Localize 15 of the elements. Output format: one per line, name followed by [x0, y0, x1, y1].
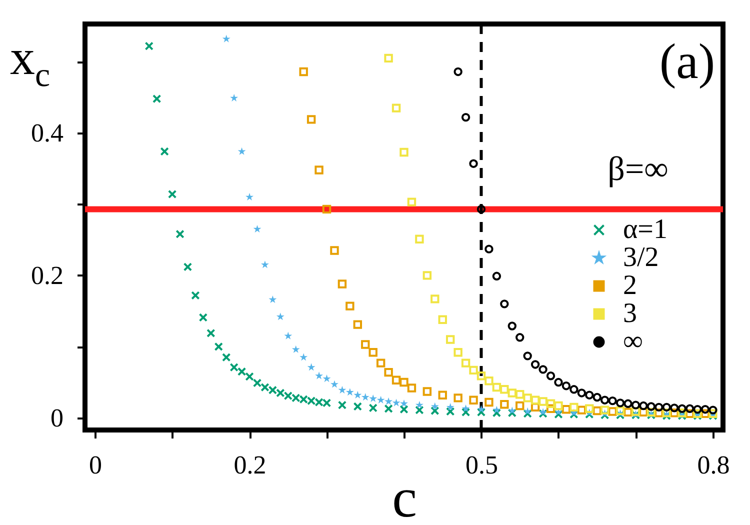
ref-line-label: β=∞ [608, 151, 668, 188]
legend-label: 2 [623, 270, 637, 301]
y-tick-label: 0.4 [31, 118, 64, 148]
x-tick-label: 0 [89, 450, 102, 480]
y-tick-label: 0 [50, 403, 64, 432]
x-tick-label: 0.5 [465, 450, 498, 480]
x-tick-label: 0.2 [234, 450, 266, 480]
legend-label: α=1 [623, 214, 668, 245]
annotation: (a) [660, 33, 715, 89]
legend-label: 3 [623, 298, 637, 329]
legend-label: ∞ [623, 326, 643, 357]
x-tick-label: 0.8 [697, 450, 730, 480]
y-tick-label: 0.2 [31, 260, 64, 290]
legend-label: 3/2 [623, 242, 659, 273]
x-axis-title: c [392, 468, 417, 525]
